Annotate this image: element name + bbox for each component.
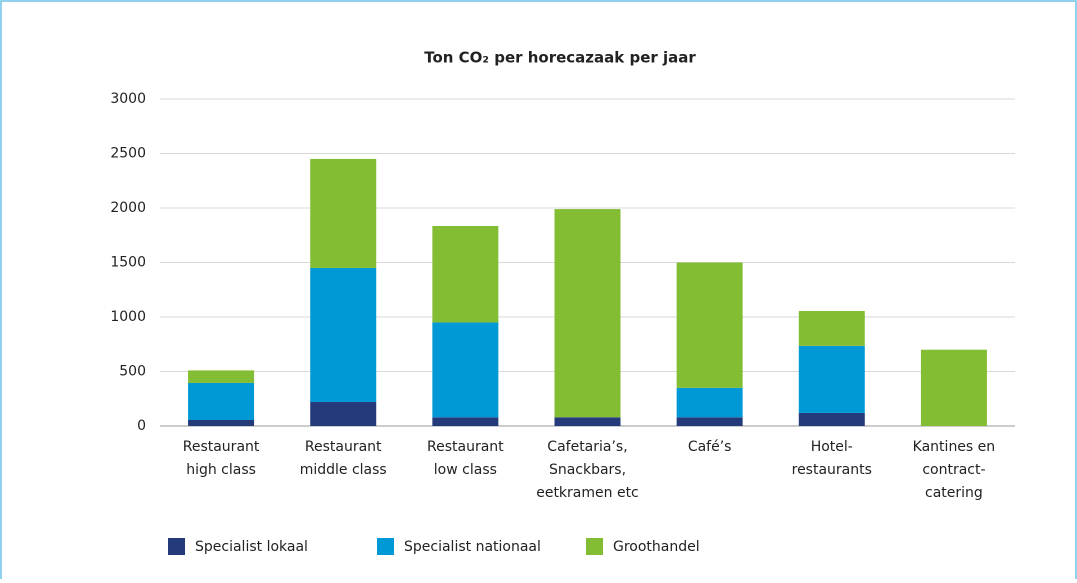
y-tick-label: 3000 [110, 91, 146, 107]
x-tick-label: low class [434, 462, 497, 478]
bar-segment [920, 349, 987, 426]
bar-segment [676, 262, 743, 388]
bar-segment [798, 311, 865, 346]
x-tick-label: Cafetaria’s, [547, 439, 627, 455]
x-tick-label: Café’s [688, 439, 732, 455]
bar-segment [554, 209, 621, 418]
x-tick-label: Restaurant [305, 439, 382, 455]
bar-segment [554, 417, 621, 426]
x-tick-label: Kantines en [913, 439, 995, 455]
x-tick-label: contract- [922, 462, 985, 478]
bar-segment [188, 382, 255, 421]
chart-title: Ton CO₂ per horecazaak per jaar [424, 49, 696, 67]
bar-segment [432, 417, 499, 426]
x-tick-label: Snackbars, [549, 462, 626, 478]
x-tick-label: Hotel- [811, 439, 853, 455]
x-tick-label: middle class [300, 462, 387, 478]
bar-segment [188, 420, 255, 426]
bar-segment [798, 412, 865, 426]
x-tick-label: Restaurant [183, 439, 260, 455]
legend-swatch [586, 538, 603, 555]
y-tick-label: 1000 [110, 309, 146, 325]
bar-segment [676, 387, 743, 418]
y-tick-label: 2000 [110, 200, 146, 216]
bar-segment [798, 345, 865, 413]
x-tick-label: restaurants [792, 462, 872, 478]
y-tick-label: 0 [137, 418, 146, 434]
bar-segment [676, 417, 743, 426]
x-tick-label: Restaurant [427, 439, 504, 455]
x-tick-label: catering [925, 485, 983, 501]
bar-segment [310, 267, 377, 403]
bar-segment [432, 322, 499, 418]
x-tick-label: high class [186, 462, 256, 478]
bar-segment [310, 158, 377, 268]
bar-segment [432, 225, 499, 323]
bar-segment [310, 402, 377, 426]
y-tick-label: 500 [119, 364, 146, 380]
legend-swatch [377, 538, 394, 555]
legend-label: Specialist nationaal [404, 539, 541, 555]
legend-label: Groothandel [613, 539, 700, 555]
y-tick-label: 2500 [110, 146, 146, 162]
x-tick-label: eetkramen etc [536, 485, 639, 501]
legend-swatch [168, 538, 185, 555]
legend-label: Specialist lokaal [195, 539, 308, 555]
y-tick-label: 1500 [110, 255, 146, 271]
bar-segment [188, 370, 255, 383]
